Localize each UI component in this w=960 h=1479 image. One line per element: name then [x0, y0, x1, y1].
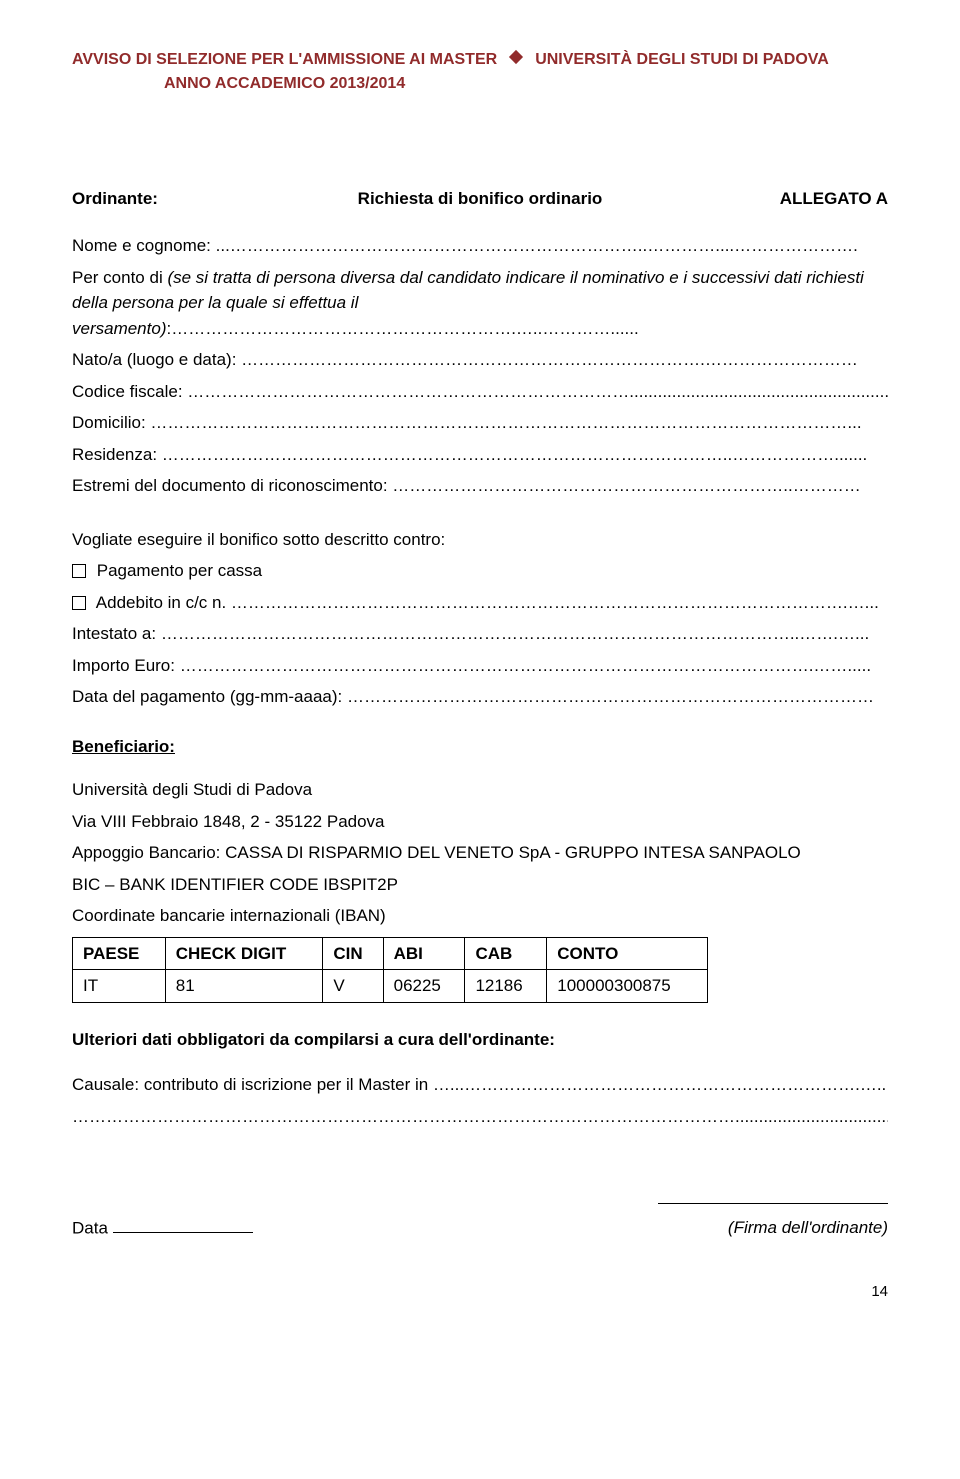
bank-details: Università degli Studi di Padova Via VII… [72, 777, 888, 929]
header-left-line1: AVVISO DI SELEZIONE PER L'AMMISSIONE AI … [72, 48, 497, 72]
iban-header-check: CHECK DIGIT [165, 937, 323, 970]
bank-line5: Coordinate bancarie internazionali (IBAN… [72, 903, 888, 929]
header-left-line2: ANNO ACCADEMICO 2013/2014 [72, 72, 497, 96]
bank-line4: BIC – BANK IDENTIFIER CODE IBSPIT2P [72, 872, 888, 898]
data-block: Data [72, 1215, 253, 1241]
field-per-conto: Per conto di (se si tratta di persona di… [72, 265, 888, 342]
iban-cell-cab: 12186 [465, 970, 547, 1003]
iban-cell-paese: IT [73, 970, 166, 1003]
page-number: 14 [72, 1281, 888, 1304]
field-causale: Causale: contributo di iscrizione per il… [72, 1072, 888, 1098]
document-header: AVVISO DI SELEZIONE PER L'AMMISSIONE AI … [72, 48, 888, 96]
field-residenza: Residenza: ……………………………………………………………………………… [72, 442, 888, 468]
checkbox-pagamento-cassa: Pagamento per cassa [72, 558, 888, 584]
diamond-icon [509, 50, 523, 64]
iban-cell-cin: V [323, 970, 383, 1003]
iban-header-cin: CIN [323, 937, 383, 970]
field-per-conto-text: Per conto di (se si tratta di persona di… [72, 268, 864, 338]
table-row: IT 81 V 06225 12186 100000300875 [73, 970, 708, 1003]
field-nato: Nato/a (luogo e data): ……………………………………………… [72, 347, 888, 373]
iban-cell-abi: 06225 [383, 970, 465, 1003]
page-container: AVVISO DI SELEZIONE PER L'AMMISSIONE AI … [0, 0, 960, 1343]
field-domicilio: Domicilio: ……………………………………………………………………………… [72, 410, 888, 436]
checkbox-icon[interactable] [72, 564, 86, 578]
bank-line3: Appoggio Bancario: CASSA DI RISPARMIO DE… [72, 840, 888, 866]
header-right: UNIVERSITÀ DEGLI STUDI DI PADOVA [535, 48, 888, 72]
iban-cell-check: 81 [165, 970, 323, 1003]
header-left: AVVISO DI SELEZIONE PER L'AMMISSIONE AI … [72, 48, 497, 96]
field-data-pagamento: Data del pagamento (gg-mm-aaaa): …………………… [72, 684, 888, 710]
data-line [113, 1215, 253, 1234]
iban-table: PAESE CHECK DIGIT CIN ABI CAB CONTO IT 8… [72, 937, 708, 1003]
ordinante-label: Ordinante: [72, 186, 158, 212]
field-causale-line2: ……………………………………………………………………………………………………….… [72, 1104, 888, 1130]
field-intestato: Intestato a: ………………………………………………………………………… [72, 621, 888, 647]
addebito-label: Addebito in c/c n. ………………………………………………………… [96, 593, 879, 612]
field-importo: Importo Euro: ……………………………………………………………………… [72, 653, 888, 679]
richiesta-title: Richiesta di bonifico ordinario [72, 186, 888, 212]
bank-line2: Via VIII Febbraio 1848, 2 - 35122 Padova [72, 809, 888, 835]
field-codice-fiscale: Codice fiscale: ………………………………………………………………… [72, 379, 888, 405]
field-nome-cognome: Nome e cognome: ...………………………………………………………… [72, 233, 888, 259]
iban-header-paese: PAESE [73, 937, 166, 970]
table-row: PAESE CHECK DIGIT CIN ABI CAB CONTO [73, 937, 708, 970]
signature-block: (Firma dell'ordinante) [658, 1185, 888, 1241]
allegato-label: ALLEGATO A [780, 186, 888, 212]
data-label: Data [72, 1218, 108, 1237]
vogliate-line: Vogliate eseguire il bonifico sotto desc… [72, 527, 888, 553]
signature-row: Data (Firma dell'ordinante) [72, 1185, 888, 1241]
signature-caption: (Firma dell'ordinante) [658, 1215, 888, 1241]
ulteriori-label: Ulteriori dati obbligatori da compilarsi… [72, 1027, 888, 1053]
iban-header-cab: CAB [465, 937, 547, 970]
pagamento-cassa-label: Pagamento per cassa [97, 561, 262, 580]
signature-line [658, 1185, 888, 1204]
beneficiario-label: Beneficiario: [72, 734, 888, 760]
bank-line1: Università degli Studi di Padova [72, 777, 888, 803]
field-estremi: Estremi del documento di riconoscimento:… [72, 473, 888, 499]
iban-header-conto: CONTO [547, 937, 708, 970]
checkbox-addebito: Addebito in c/c n. ………………………………………………………… [72, 590, 888, 616]
iban-cell-conto: 100000300875 [547, 970, 708, 1003]
iban-header-abi: ABI [383, 937, 465, 970]
checkbox-icon[interactable] [72, 596, 86, 610]
